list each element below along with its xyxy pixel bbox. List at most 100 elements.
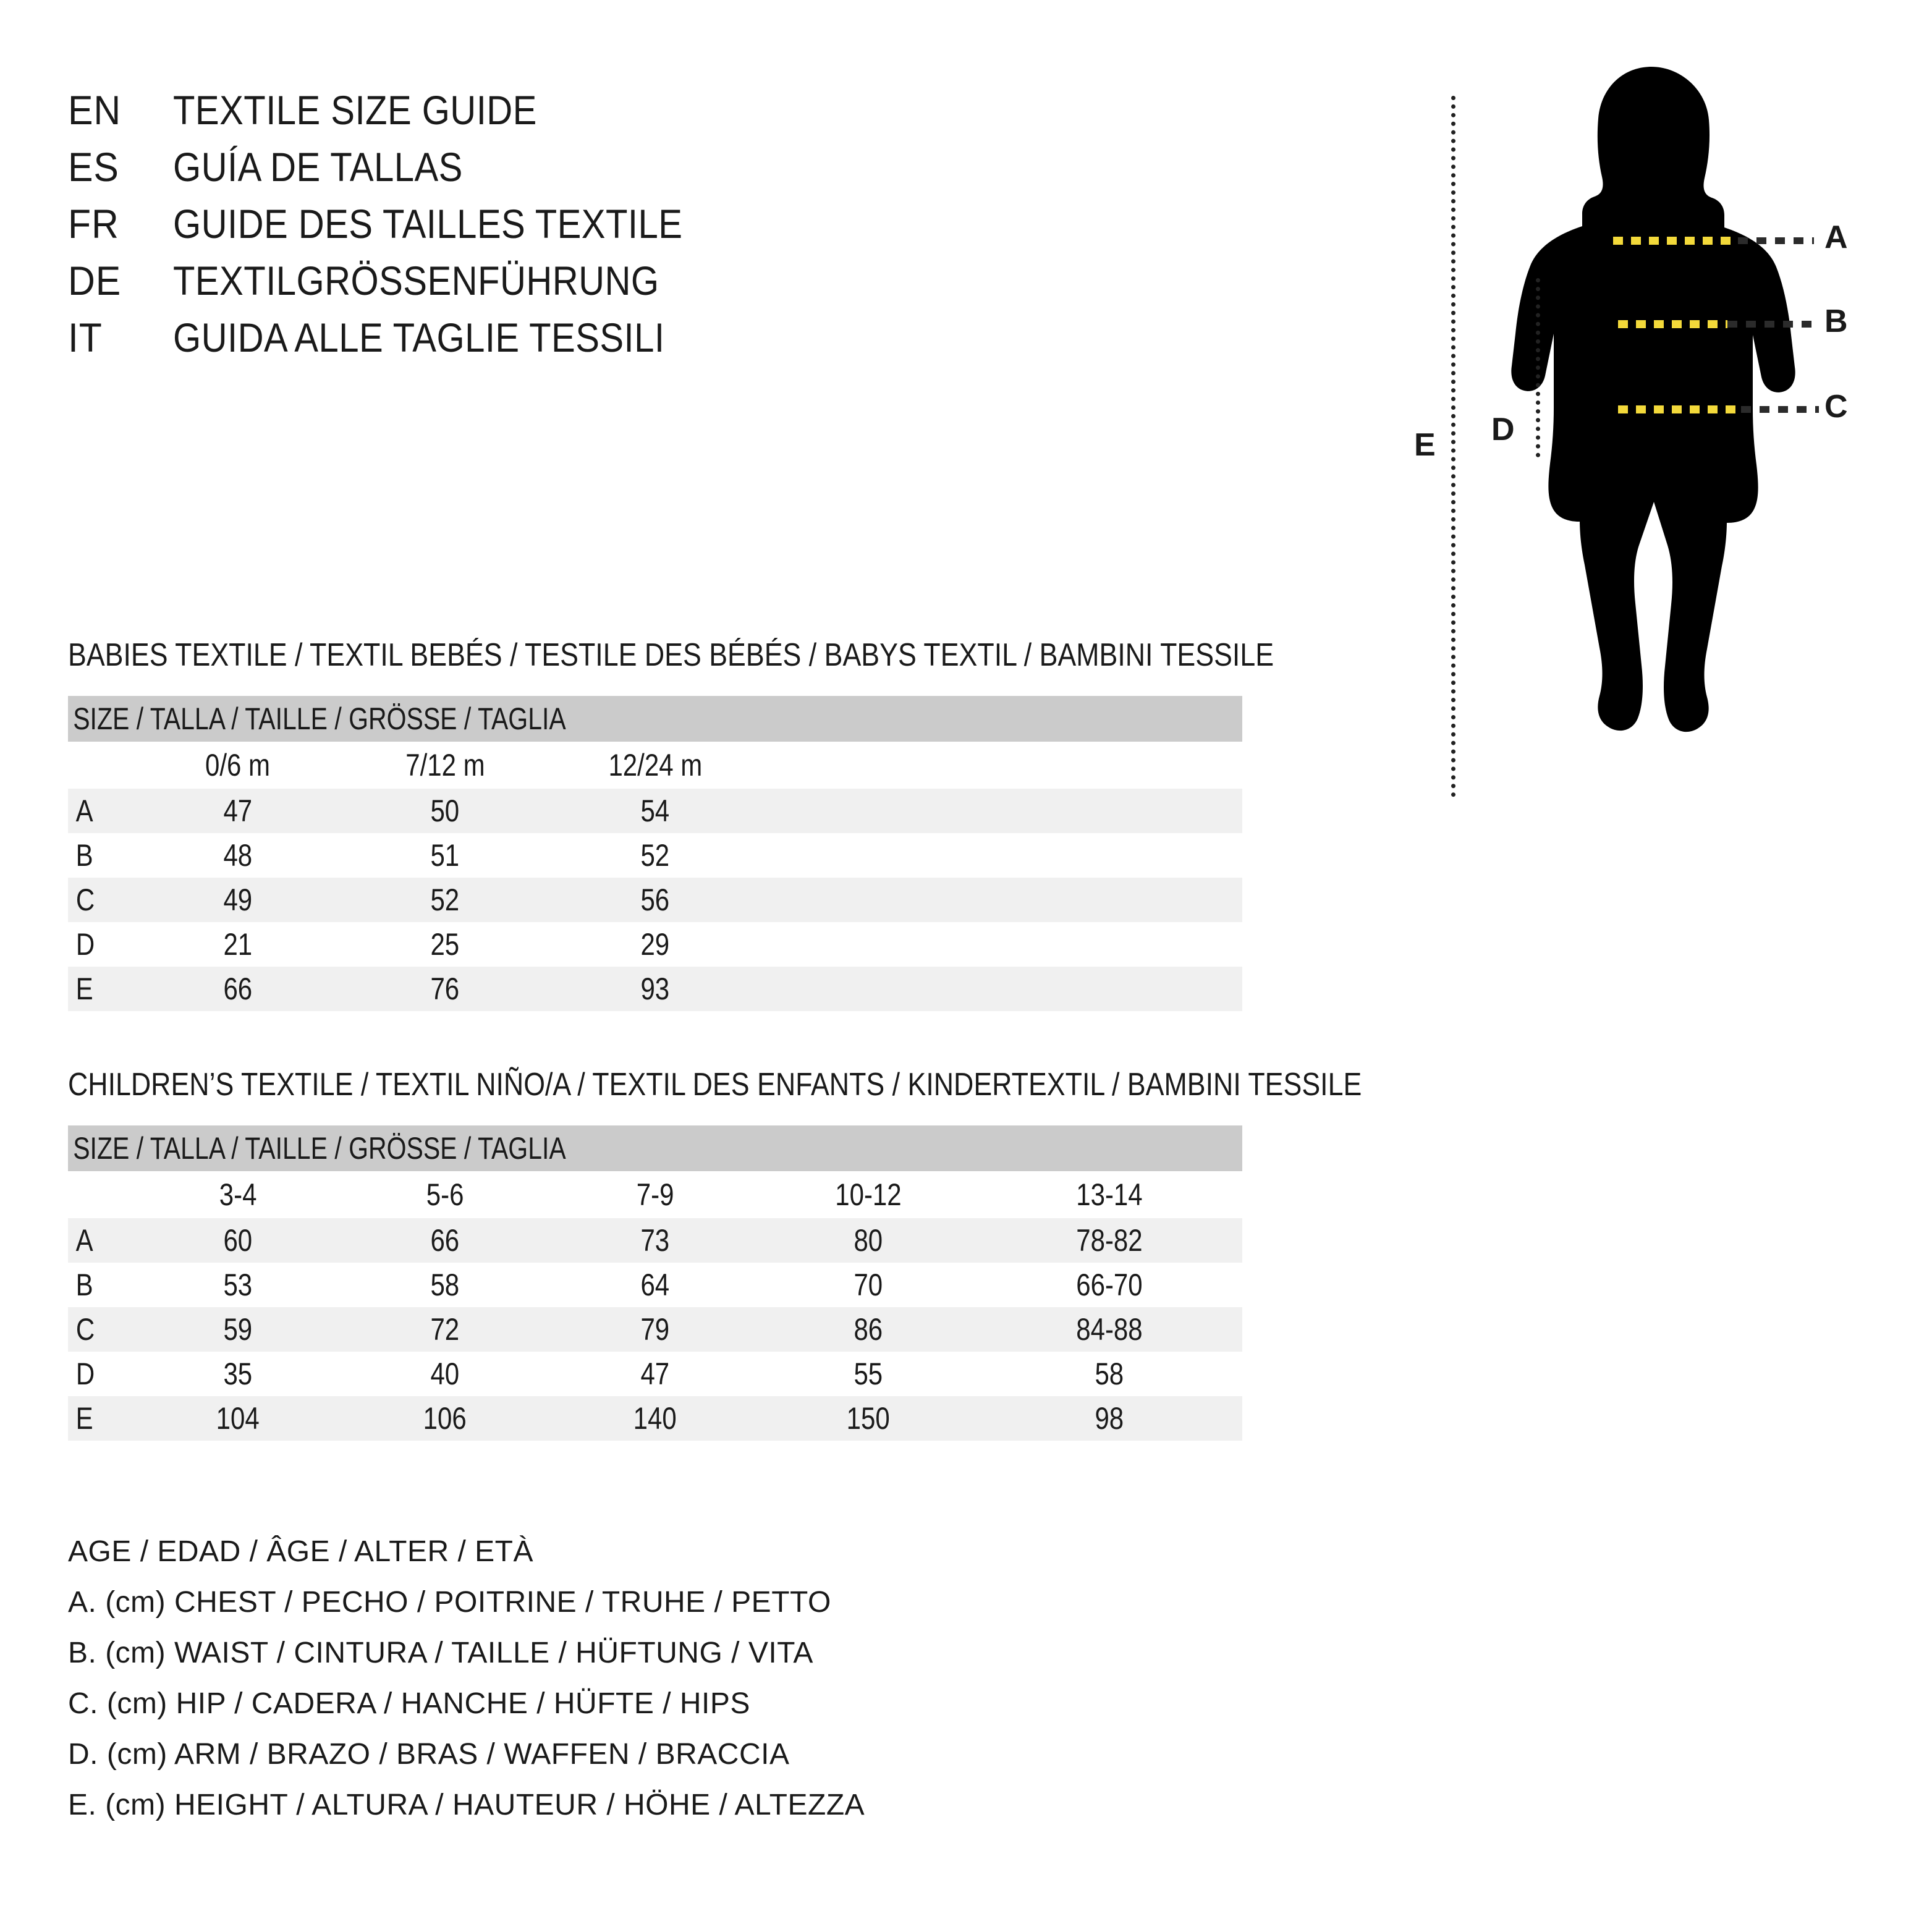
babies-column-header-filler [760, 742, 1243, 789]
measurement-label-c: C [1824, 389, 1848, 425]
babies-column-header-row: 0/6 m 7/12 m 12/24 m [68, 742, 1243, 789]
waist-dashed-yellow-segment [1618, 320, 1727, 328]
language-code-de: DE [68, 258, 122, 303]
language-header-block: EN TEXTILE SIZE GUIDE ES GUÍA DE TALLAS … [68, 87, 1242, 371]
babies-size-table: SIZE / TALLA / TAILLE / GRÖSSE / TAGLIA … [68, 696, 1243, 1011]
babies-band-cell: SIZE / TALLA / TAILLE / GRÖSSE / TAGLIA [68, 696, 1243, 742]
language-code-es: ES [68, 144, 119, 190]
language-row-fr: FR GUIDE DES TAILLES TEXTILE [68, 200, 1242, 257]
children-cell-b-4: 66-70 [977, 1263, 1243, 1307]
babies-cell-d-0: 21 [136, 922, 340, 967]
babies-cell-c-filler [760, 878, 1243, 922]
children-cell-b-2: 64 [550, 1263, 760, 1307]
legend-line-age: AGE / EDAD / ÂGE / ALTER / ETÀ [68, 1535, 533, 1568]
babies-cell-b-filler [760, 833, 1243, 878]
children-cell-e-3: 150 [760, 1396, 977, 1441]
table-row: E 104 106 140 150 98 [68, 1396, 1243, 1441]
table-row: B 48 51 52 [68, 833, 1243, 878]
legend-line-arm: D. (cm) ARM / BRAZO / BRAS / WAFFEN / BR… [68, 1738, 790, 1771]
arm-guide-line-d [1536, 278, 1540, 457]
babies-cell-b-1: 51 [340, 833, 550, 878]
children-cell-d-2: 47 [550, 1352, 760, 1396]
babies-cell-d-filler [760, 922, 1243, 967]
waist-dashed-dark-segment [1727, 320, 1819, 328]
language-title-fr: GUIDE DES TAILLES TEXTILE [173, 201, 683, 247]
children-size-table: SIZE / TALLA / TAILLE / GRÖSSE / TAGLIA … [68, 1125, 1243, 1441]
babies-row-label-a: A [68, 789, 136, 833]
babies-cell-e-1: 76 [340, 967, 550, 1011]
children-cell-c-4: 84-88 [977, 1307, 1243, 1352]
children-column-header-0: 3-4 [136, 1171, 340, 1218]
children-cell-a-0: 60 [136, 1218, 340, 1263]
language-row-en: EN TEXTILE SIZE GUIDE [68, 87, 1242, 143]
children-cell-c-2: 79 [550, 1307, 760, 1352]
babies-cell-a-2: 54 [550, 789, 760, 833]
table-row: A 47 50 54 [68, 789, 1243, 833]
legend-line-hip: C. (cm) HIP / CADERA / HANCHE / HÜFTE / … [68, 1687, 750, 1720]
children-cell-e-4: 98 [977, 1396, 1243, 1441]
children-row-label-b: B [68, 1263, 136, 1307]
children-cell-e-0: 104 [136, 1396, 340, 1441]
babies-cell-e-0: 66 [136, 967, 340, 1011]
babies-cell-b-2: 52 [550, 833, 760, 878]
babies-column-header-0: 0/6 m [136, 742, 340, 789]
babies-cell-a-0: 47 [136, 789, 340, 833]
children-column-header-4: 13-14 [977, 1171, 1243, 1218]
language-title-es: GUÍA DE TALLAS [173, 144, 463, 190]
language-title-it: GUIDA ALLE TAGLIE TESSILI [173, 315, 665, 360]
children-cell-d-1: 40 [340, 1352, 550, 1396]
babies-cell-c-2: 56 [550, 878, 760, 922]
children-textile-section: CHILDREN’S TEXTILE / TEXTIL NIÑO/A / TEX… [68, 1066, 1362, 1441]
legend-line-chest: A. (cm) CHEST / PECHO / POITRINE / TRUHE… [68, 1586, 831, 1619]
children-cell-e-2: 140 [550, 1396, 760, 1441]
babies-cell-b-0: 48 [136, 833, 340, 878]
children-cell-a-3: 80 [760, 1218, 977, 1263]
babies-column-header-1: 7/12 m [340, 742, 550, 789]
children-row-label-a: A [68, 1218, 136, 1263]
babies-cell-a-filler [760, 789, 1243, 833]
chest-dashed-yellow-segment [1613, 236, 1738, 245]
legend-line-height: E. (cm) HEIGHT / ALTURA / HAUTEUR / HÖHE… [68, 1789, 865, 1821]
measurement-figure: E D A B C [1409, 62, 1916, 797]
babies-corner-cell [68, 742, 136, 789]
table-row: A 60 66 73 80 78-82 [68, 1218, 1243, 1263]
language-title-de: TEXTILGRÖSSENFÜHRUNG [173, 258, 659, 303]
children-cell-d-4: 58 [977, 1352, 1243, 1396]
height-guide-line-e [1451, 96, 1455, 797]
measurement-legend: AGE / EDAD / ÂGE / ALTER / ETÀ A. (cm) C… [68, 1527, 1242, 1831]
children-corner-cell [68, 1171, 136, 1218]
babies-band-label: SIZE / TALLA / TAILLE / GRÖSSE / TAGLIA [73, 701, 566, 736]
babies-textile-section: BABIES TEXTILE / TEXTIL BEBÉS / TESTILE … [68, 637, 1274, 1011]
legend-line-waist: B. (cm) WAIST / CINTURA / TAILLE / HÜFTU… [68, 1637, 813, 1669]
babies-row-label-b: B [68, 833, 136, 878]
table-row: B 53 58 64 70 66-70 [68, 1263, 1243, 1307]
babies-section-title: BABIES TEXTILE / TEXTIL BEBÉS / TESTILE … [68, 637, 1274, 673]
babies-cell-d-1: 25 [340, 922, 550, 967]
children-column-header-1: 5-6 [340, 1171, 550, 1218]
children-band-cell: SIZE / TALLA / TAILLE / GRÖSSE / TAGLIA [68, 1125, 1243, 1171]
hip-dashed-dark-segment [1741, 405, 1819, 413]
hip-dashed-yellow-segment [1618, 405, 1741, 413]
measurement-label-a: A [1824, 219, 1848, 255]
child-silhouette-icon [1511, 67, 1795, 732]
babies-band-row: SIZE / TALLA / TAILLE / GRÖSSE / TAGLIA [68, 696, 1243, 742]
children-column-header-row: 3-4 5-6 7-9 10-12 13-14 [68, 1171, 1243, 1218]
children-band-row: SIZE / TALLA / TAILLE / GRÖSSE / TAGLIA [68, 1125, 1243, 1171]
table-row: C 49 52 56 [68, 878, 1243, 922]
language-row-it: IT GUIDA ALLE TAGLIE TESSILI [68, 314, 1242, 371]
language-row-de: DE TEXTILGRÖSSENFÜHRUNG [68, 257, 1242, 314]
babies-cell-c-1: 52 [340, 878, 550, 922]
children-row-label-e: E [68, 1396, 136, 1441]
children-column-header-2: 7-9 [550, 1171, 760, 1218]
children-cell-d-0: 35 [136, 1352, 340, 1396]
table-row: D 21 25 29 [68, 922, 1243, 967]
babies-cell-e-2: 93 [550, 967, 760, 1011]
babies-cell-a-1: 50 [340, 789, 550, 833]
language-row-es: ES GUÍA DE TALLAS [68, 143, 1242, 200]
children-cell-e-1: 106 [340, 1396, 550, 1441]
table-row: E 66 76 93 [68, 967, 1243, 1011]
babies-cell-c-0: 49 [136, 878, 340, 922]
table-row: C 59 72 79 86 84-88 [68, 1307, 1243, 1352]
chest-dashed-dark-segment [1738, 237, 1814, 244]
measurement-label-b: B [1824, 303, 1848, 339]
